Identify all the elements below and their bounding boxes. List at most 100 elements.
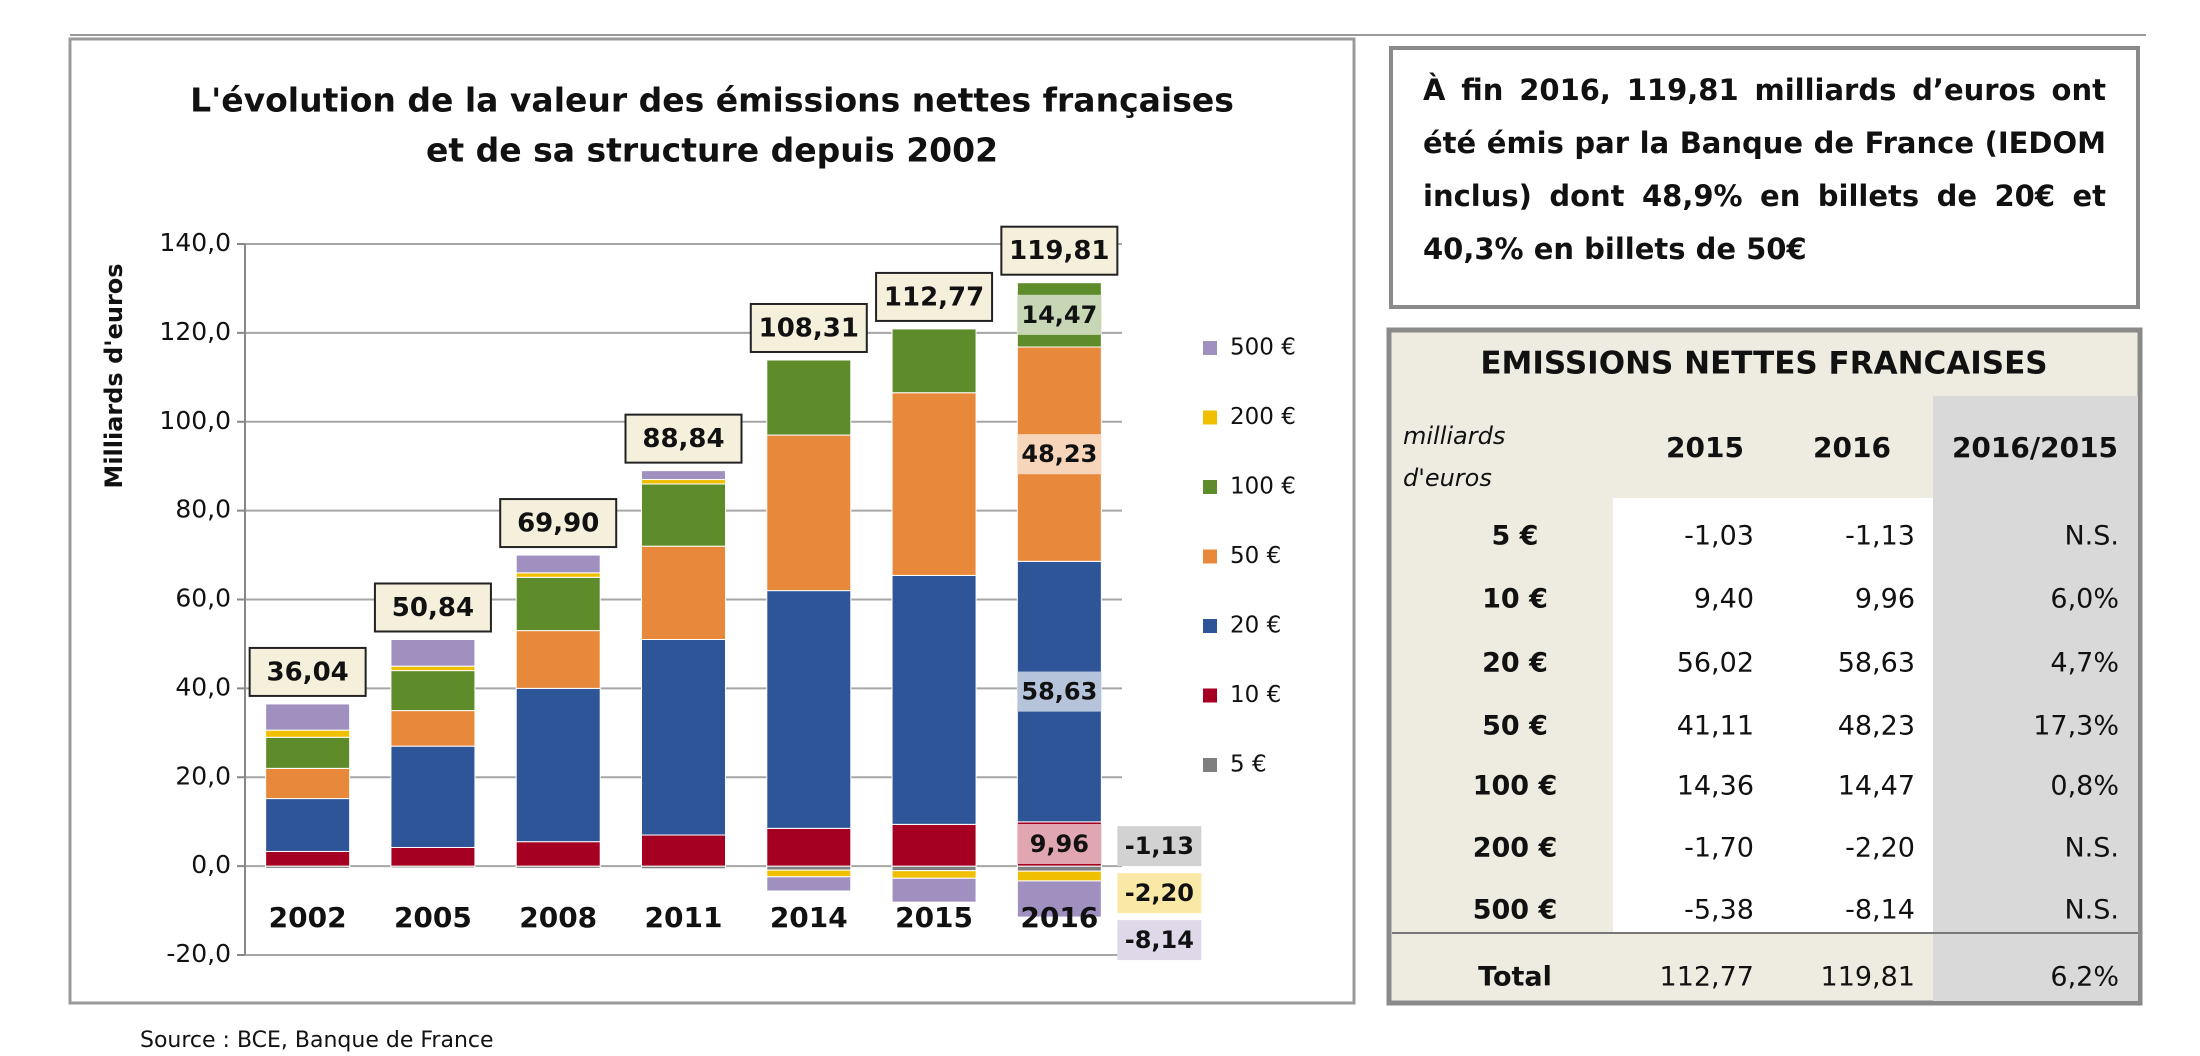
data-label: -8,14: [1125, 926, 1194, 954]
table-cell: 0,8%: [2050, 771, 2119, 802]
table-header: milliards: [1403, 422, 1505, 450]
data-label-box: [1117, 826, 1202, 867]
y-tick-label: 20,0: [175, 761, 231, 790]
bar-segment: [390, 638, 476, 667]
data-label: -2,20: [1125, 879, 1194, 907]
legend-label: 20 €: [1230, 613, 1281, 639]
bar-segment: [265, 767, 351, 800]
bar-segment: [265, 703, 351, 731]
bar-segment: [390, 670, 476, 712]
table-cell: 48,23: [1838, 711, 1915, 742]
bar-segment: [891, 328, 977, 394]
table-cell: 17,3%: [2033, 711, 2119, 742]
bar-segment: [515, 554, 601, 574]
table-cell: -2,20: [1845, 833, 1915, 864]
legend-swatch: [1203, 480, 1217, 494]
data-label: 48,23: [1021, 440, 1097, 468]
x-tick-label: 2005: [394, 901, 472, 934]
total-label: 108,31: [759, 313, 859, 343]
data-label: 14,47: [1021, 301, 1097, 329]
y-tick-label: 0,0: [191, 850, 231, 879]
bar-segment: [641, 483, 726, 547]
legend-label: 10 €: [1230, 682, 1281, 708]
bar-segment: [265, 850, 351, 867]
y-tick-label: 60,0: [175, 584, 231, 613]
total-label-box: [875, 271, 994, 322]
data-label-box: [1117, 826, 1202, 867]
total-label-box: [749, 302, 868, 353]
x-tick-label: 2016: [1020, 901, 1098, 934]
bar-segment: [766, 827, 852, 867]
data-label-box: [1117, 873, 1202, 914]
legend-label: 50 €: [1230, 543, 1281, 569]
legend-swatch: [1203, 688, 1217, 703]
table-cell: 9,40: [1694, 584, 1754, 615]
bar-segment: [390, 665, 476, 672]
data-label-box: [1017, 294, 1102, 335]
total-label: 119,81: [1009, 236, 1109, 266]
bar-segment: [265, 798, 351, 852]
table-cell: 41,11: [1677, 711, 1754, 742]
data-label-box: [1117, 920, 1202, 961]
y-tick-label: 120,0: [159, 317, 231, 346]
table-header: 2015: [1666, 431, 1744, 464]
table-header: 2016/2015: [1952, 431, 2118, 464]
data-label-box: [1017, 434, 1102, 475]
table-cell: N.S.: [2064, 895, 2119, 926]
table-cell: -1,70: [1684, 833, 1754, 864]
x-tick-label: 2011: [645, 901, 723, 934]
bar-segment: [641, 470, 726, 481]
bar-segment: [891, 392, 977, 576]
table-title: EMISSIONS NETTES FRANCAISES: [1480, 346, 2047, 382]
x-tick-label: 2014: [770, 901, 848, 934]
total-label: 50,84: [392, 593, 474, 623]
source: Source : BCE, Banque de France: [140, 1028, 494, 1053]
legend-label: 5 €: [1230, 752, 1267, 778]
table-cell: 6,0%: [2050, 584, 2119, 615]
table-cell: 58,63: [1838, 648, 1915, 679]
table-total: 119,81: [1821, 962, 1915, 993]
bar-segment: [766, 876, 852, 892]
total-label: 88,84: [642, 424, 724, 454]
x-tick-label: 2002: [269, 901, 347, 934]
total-label-box: [373, 582, 492, 633]
bar-segment: [1016, 870, 1102, 882]
table-cell: -8,14: [1845, 895, 1915, 926]
data-label: 58,63: [1021, 678, 1097, 706]
table-cell: -1,13: [1845, 521, 1915, 552]
bar-segment: [766, 865, 852, 871]
legend-swatch: [1203, 619, 1217, 633]
table-cell: 9,96: [1855, 584, 1915, 615]
bar-segment: [515, 572, 601, 578]
table-cell: 5 €: [1492, 521, 1539, 552]
total-label-box: [248, 646, 367, 697]
table-cell: 56,02: [1677, 648, 1754, 679]
bar-segment: [1016, 865, 1102, 872]
table-cell: -5,38: [1684, 895, 1754, 926]
y-axis-label: Milliards d'euros: [100, 263, 128, 488]
y-tick-label: 40,0: [175, 672, 231, 701]
legend-swatch: [1203, 549, 1217, 564]
data-label: -1,13: [1125, 832, 1194, 860]
bar-segment: [766, 359, 852, 436]
legend-swatch: [1203, 410, 1217, 425]
legend-label: 200 €: [1230, 404, 1296, 430]
table-cell: N.S.: [2064, 521, 2119, 552]
bar-segment: [641, 479, 726, 485]
bar-segment: [515, 687, 601, 843]
x-tick-label: 2015: [895, 901, 973, 934]
legend-swatch: [1203, 758, 1217, 772]
values-area: [1613, 498, 1933, 933]
info-box: À fin 2016, 119,81 milliards d’euros ont…: [1389, 46, 2140, 309]
x-tick-label: 2008: [519, 901, 597, 934]
ratio-column: [1933, 396, 2138, 1001]
bar-segment: [515, 630, 601, 689]
table-cell: 4,7%: [2050, 648, 2119, 679]
table-cell: 500 €: [1473, 895, 1558, 926]
data-label-box: [1017, 434, 1102, 475]
data-label-box: [1017, 294, 1102, 335]
total-label: 36,04: [267, 657, 349, 687]
bar-segment: [891, 877, 977, 903]
bar-segment: [891, 865, 977, 872]
table-cell: 20 €: [1482, 648, 1548, 679]
